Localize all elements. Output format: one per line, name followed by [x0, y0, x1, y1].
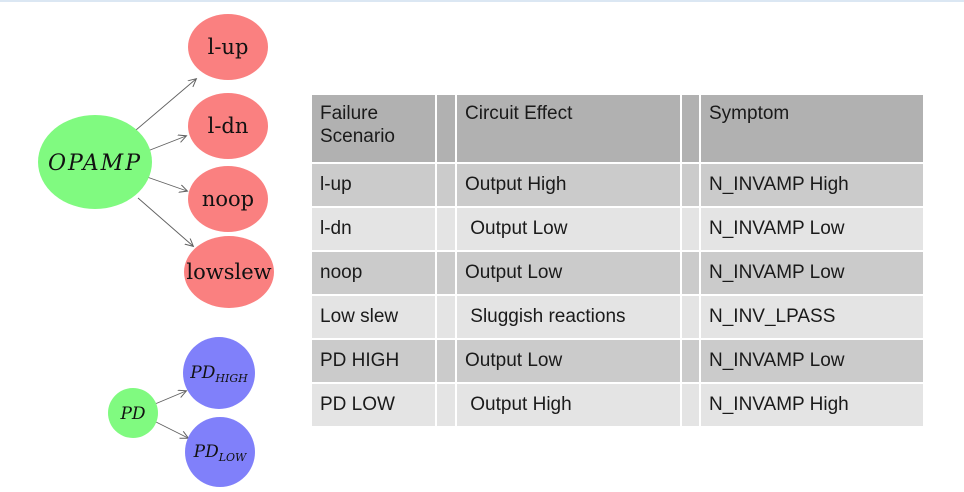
edge-opamp-lup: [135, 79, 196, 131]
edge-opamp-noop: [146, 176, 187, 191]
cell-effect: Output Low: [457, 252, 680, 294]
cell-spacer: [682, 340, 699, 382]
cell-symptom: N_INVAMP High: [701, 384, 923, 426]
cell-scenario: PD HIGH: [312, 340, 435, 382]
edge-opamp-ldn: [144, 136, 186, 153]
cell-scenario: PD LOW: [312, 384, 435, 426]
header-failure-scenario: Failure Scenario: [312, 95, 435, 162]
cell-symptom: N_INVAMP Low: [701, 208, 923, 250]
cell-effect: Sluggish reactions: [457, 296, 680, 338]
cell-scenario: noop: [312, 252, 435, 294]
node-l-dn: [188, 93, 268, 159]
node-lowslew: [184, 236, 274, 308]
table-row: l-dn Output Low N_INVAMP Low: [312, 208, 923, 250]
node-lowslew-label: lowslew: [186, 260, 271, 284]
header-spacer-2: [682, 95, 699, 162]
header-spacer-1: [437, 95, 455, 162]
node-noop-label: noop: [202, 187, 254, 211]
table-row: PD HIGH Output Low N_INVAMP Low: [312, 340, 923, 382]
cell-spacer: [437, 208, 455, 250]
cell-scenario: Low slew: [312, 296, 435, 338]
node-l-up: [188, 14, 268, 80]
node-l-dn-label: l-dn: [208, 114, 249, 138]
cell-symptom: N_INVAMP Low: [701, 340, 923, 382]
header-circuit-effect: Circuit Effect: [457, 95, 680, 162]
table-row: PD LOW Output High N_INVAMP High: [312, 384, 923, 426]
cell-effect: Output High: [457, 164, 680, 206]
cell-spacer: [682, 384, 699, 426]
cell-spacer: [437, 252, 455, 294]
cell-spacer: [437, 296, 455, 338]
cell-scenario: l-up: [312, 164, 435, 206]
table-row: noop Output Low N_INVAMP Low: [312, 252, 923, 294]
node-pd-high: [183, 337, 255, 409]
cell-spacer: [682, 164, 699, 206]
cell-spacer: [682, 296, 699, 338]
cell-spacer: [437, 164, 455, 206]
cell-symptom: N_INVAMP High: [701, 164, 923, 206]
cell-spacer: [682, 252, 699, 294]
node-pd-low-label: PDLOW: [193, 442, 248, 464]
edge-opamp-lowslew: [137, 197, 193, 246]
node-pd-label: PD: [119, 404, 145, 424]
cell-symptom: N_INV_LPASS: [701, 296, 923, 338]
node-noop: [188, 166, 268, 232]
edge-pd-high: [154, 391, 186, 405]
table-header-row: Failure Scenario Circuit Effect Symptom: [312, 95, 923, 162]
node-pd-low: [185, 417, 255, 487]
cell-spacer: [682, 208, 699, 250]
node-opamp-label: OPAMP: [48, 151, 142, 176]
cell-effect: Output Low: [457, 208, 680, 250]
cell-scenario: l-dn: [312, 208, 435, 250]
table-row: l-up Output High N_INVAMP High: [312, 164, 923, 206]
node-pd-high-label: PDHIGH: [189, 363, 248, 385]
cell-symptom: N_INVAMP Low: [701, 252, 923, 294]
header-symptom: Symptom: [701, 95, 923, 162]
node-pd: [108, 388, 158, 438]
cell-spacer: [437, 384, 455, 426]
cell-spacer: [437, 340, 455, 382]
fault-tree-diagram: OPAMP l-up l-dn noop lowslew PD PDHIGH P…: [38, 14, 274, 487]
edge-pd-low: [153, 420, 188, 438]
node-opamp: [38, 115, 152, 209]
cell-effect: Output Low: [457, 340, 680, 382]
table-row: Low slew Sluggish reactions N_INV_LPASS: [312, 296, 923, 338]
window-top-edge: [0, 0, 964, 2]
cell-effect: Output High: [457, 384, 680, 426]
failure-table: Failure Scenario Circuit Effect Symptom …: [310, 93, 925, 428]
node-l-up-label: l-up: [208, 35, 249, 59]
